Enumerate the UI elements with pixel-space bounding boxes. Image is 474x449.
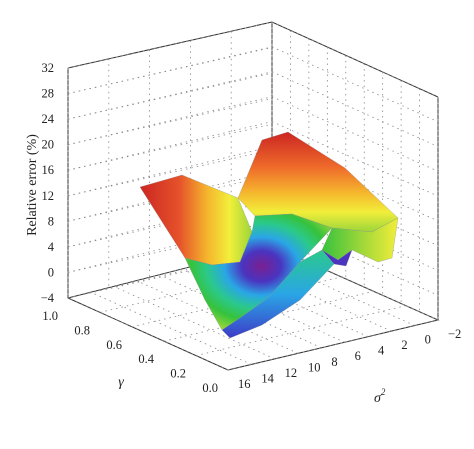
y-tick-label: 1.0 <box>42 309 58 323</box>
z-tick-label: 4 <box>48 240 55 254</box>
y-tick-label: 0.4 <box>138 352 154 366</box>
surface-region-high-left <box>139 174 253 266</box>
z-tick-label: 32 <box>42 61 55 75</box>
x-axis-label-superscript: 2 <box>381 387 386 397</box>
z-gridline-left-wall <box>67 72 273 120</box>
z-gridline-left-wall <box>67 146 273 197</box>
x-tick-label: 12 <box>285 366 298 380</box>
z-gridline-right-wall <box>271 71 439 147</box>
x-tick-label: 0 <box>425 333 431 347</box>
z-gridline-left-wall <box>67 21 273 69</box>
z-tick-label: 28 <box>42 87 55 101</box>
z-tick-label: 24 <box>42 112 55 126</box>
z-gridline-left-wall <box>67 46 273 94</box>
z-gridline-right-wall <box>271 46 439 123</box>
z-tick-label: 0 <box>48 265 54 279</box>
z-gridline-left-wall <box>67 149 273 197</box>
z-gridline-left-wall <box>67 96 273 146</box>
z-gridline-left-wall <box>67 226 273 273</box>
x-axis-label: σ2 <box>374 387 386 406</box>
x-tick-label: 8 <box>331 355 337 369</box>
z-gridline-left-wall <box>67 245 273 299</box>
surface-region-front <box>221 249 335 339</box>
z-gridline-left-wall <box>67 71 273 120</box>
y-tick-label: 0.2 <box>170 367 186 381</box>
tick-labels: 322824201612840−41.00.80.60.40.20.0−2024… <box>41 61 462 395</box>
x-tick-label: 2 <box>401 338 407 352</box>
x-tick-label: 6 <box>355 349 361 363</box>
z-gridline-left-wall <box>67 251 273 299</box>
z-tick-label: 16 <box>42 163 55 177</box>
z-gridline-left-wall <box>67 220 273 273</box>
z-gridline-left-wall <box>67 121 273 171</box>
x-tick-label: −2 <box>448 327 461 341</box>
z-gridline-left-wall <box>67 123 273 171</box>
y-axis-label: γ <box>118 375 124 390</box>
z-tick-label: 20 <box>42 138 55 152</box>
z-tick-label: −4 <box>41 291 55 305</box>
y-tick-label: 0.0 <box>202 381 218 395</box>
x-tick-label: 4 <box>378 344 385 358</box>
z-axis-label: Relative error (%) <box>25 134 40 236</box>
y-tick-label: 0.8 <box>74 323 90 337</box>
z-tick-label: 8 <box>48 214 54 228</box>
surface <box>139 131 399 339</box>
x-tick-label: 10 <box>308 360 321 374</box>
z-tick-label: 12 <box>42 189 55 203</box>
x-tick-label: 16 <box>238 377 251 391</box>
top-edges <box>67 21 439 98</box>
z-gridline-left-wall <box>67 98 273 146</box>
x-tick-label: 14 <box>261 371 274 385</box>
y-tick-label: 0.6 <box>106 338 122 352</box>
